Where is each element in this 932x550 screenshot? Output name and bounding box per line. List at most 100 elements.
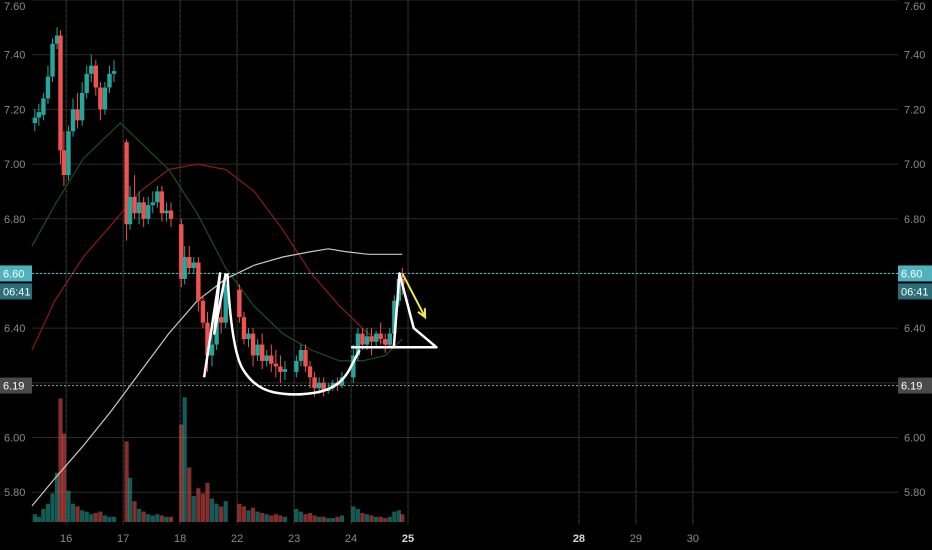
- volume-bar: [32, 514, 37, 522]
- candle-body: [369, 336, 374, 342]
- volume-bar: [150, 515, 155, 522]
- x-tick-label: 17: [117, 533, 129, 545]
- volume-bar: [351, 506, 356, 522]
- candle-body: [196, 262, 201, 301]
- candle-body: [278, 366, 283, 372]
- candle-body: [218, 317, 224, 323]
- candle-body: [200, 300, 206, 323]
- volume-bar: [159, 515, 164, 522]
- candle-body: [70, 109, 76, 132]
- volume-bar: [269, 515, 274, 522]
- y-tick-label: 6.80: [904, 214, 925, 226]
- y-tick-label: 7.00: [904, 159, 925, 171]
- candle-body: [351, 355, 356, 378]
- candle-body: [150, 202, 155, 206]
- countdown-badge-right-text: 06:41: [901, 286, 929, 298]
- volume-bar: [383, 518, 388, 522]
- volume-bar: [205, 483, 210, 522]
- candle-body: [155, 191, 160, 203]
- x-tick-label: 29: [630, 533, 642, 545]
- candles: [32, 27, 405, 397]
- y-tick-label: 7.40: [4, 50, 25, 62]
- moving-average-line: [31, 122, 403, 362]
- candle-body: [66, 131, 71, 175]
- volume-bar: [111, 516, 117, 522]
- volume-bar: [298, 511, 304, 522]
- candle-body: [159, 191, 165, 214]
- candle-body: [164, 210, 169, 214]
- volume-bar: [317, 516, 322, 522]
- support-badge-right-box: [898, 377, 932, 394]
- volume-bar: [124, 441, 129, 522]
- volume-bar: [326, 518, 331, 522]
- volume-bar: [307, 512, 313, 522]
- volume-bar: [294, 509, 299, 522]
- candle-body: [364, 336, 370, 345]
- volume-bar: [54, 472, 60, 522]
- volume-bar: [360, 512, 365, 522]
- candle-body: [214, 317, 219, 345]
- x-tick-label: 23: [288, 533, 300, 545]
- triangle-drawing: [392, 272, 438, 349]
- y-tick-label: 6.40: [4, 323, 25, 335]
- candle-body: [50, 43, 55, 77]
- candle-body: [316, 382, 322, 389]
- candle-body: [179, 224, 184, 279]
- volume-bar: [387, 516, 392, 522]
- candle-body: [307, 366, 313, 378]
- volume-bar: [378, 516, 383, 522]
- volume-bar: [223, 501, 228, 522]
- y-tick-label: 6.00: [904, 433, 925, 445]
- candle-body: [264, 355, 269, 361]
- candle-body: [392, 300, 397, 334]
- y-tick-label: 6.00: [4, 433, 25, 445]
- candle-body: [312, 377, 317, 389]
- volume-bars: [32, 397, 405, 522]
- volume-bar: [102, 515, 108, 522]
- x-tick-label: 30: [687, 533, 699, 545]
- candle-body: [54, 35, 60, 44]
- candle-body: [168, 210, 174, 219]
- current-price-badge-right-box: [898, 265, 932, 282]
- horizontal-levels: [32, 272, 898, 387]
- support-badge-left-box: [0, 377, 32, 394]
- volume-bar: [41, 509, 46, 522]
- y-tick-label: 7.60: [904, 1, 925, 13]
- candle-body: [241, 317, 247, 340]
- y-tick-label: 6.80: [4, 214, 25, 226]
- current-price-badge-left-text: 6.60: [3, 268, 24, 280]
- candle-body: [136, 202, 142, 214]
- volume-bar: [58, 398, 63, 522]
- candle-body: [146, 205, 151, 219]
- volume-bar: [303, 514, 308, 522]
- candle-body: [89, 65, 94, 74]
- time-axis[interactable]: 16 17 18 22 23 24 25 28 29 30: [60, 533, 699, 545]
- candle-body: [98, 87, 103, 110]
- volume-bar: [45, 503, 51, 522]
- candle-body: [209, 344, 215, 356]
- volume-bar: [214, 503, 219, 522]
- candle-body: [182, 257, 187, 279]
- volume-bar: [127, 477, 133, 522]
- candle-body: [321, 382, 326, 392]
- support-badge-right-text: 6.19: [901, 381, 922, 393]
- y-tick-label: 5.80: [904, 487, 925, 499]
- y-tick-label: 7.40: [904, 50, 925, 62]
- volume-bar: [355, 509, 360, 522]
- candle-body: [259, 344, 265, 361]
- volume-bar: [179, 424, 184, 522]
- countdown-badge-left-text: 06:41: [3, 286, 31, 298]
- candle-body: [383, 339, 388, 345]
- volume-bar: [141, 511, 146, 522]
- current-price-badge-left-box: [0, 265, 32, 282]
- y-tick-label: 5.80: [4, 487, 25, 499]
- candle-body: [191, 262, 197, 268]
- current-price-badge-right-text: 6.60: [901, 268, 922, 280]
- x-tick-label: 25: [402, 533, 414, 545]
- volume-bar: [321, 516, 326, 522]
- zigzag-drawing: [202, 272, 227, 378]
- volume-bar: [146, 514, 151, 522]
- volume-bar: [187, 467, 192, 522]
- candle-body: [269, 355, 274, 364]
